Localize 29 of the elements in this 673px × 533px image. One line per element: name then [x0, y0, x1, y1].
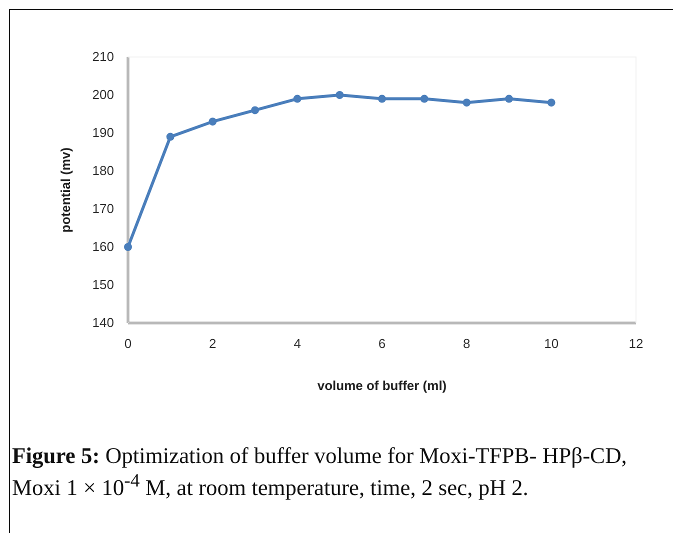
x-axis-title: volume of buffer (ml) [317, 378, 447, 393]
y-tick-label: 170 [92, 201, 114, 216]
x-tick-label: 0 [124, 336, 132, 352]
y-tick-label: 200 [92, 87, 114, 102]
point [547, 98, 556, 107]
y-tick-label: 160 [92, 239, 114, 254]
x-tick-label: 6 [378, 336, 386, 352]
y-tick-label: 180 [92, 163, 114, 178]
caption: Figure 5: Optimization of buffer volume for Moxi-TFPB- HPβ-CD, Moxi 1 × 10$^{-4}$ M, at room temperature, time, 2 sec, pH 2. [12, 443, 627, 500]
x-tick-label: 2 [209, 336, 216, 352]
point [124, 243, 132, 251]
y-axis-title: potential (mv) [58, 147, 73, 233]
y-tick-label: 140 [92, 315, 114, 330]
y-tick-label: 150 [92, 277, 114, 292]
point [505, 94, 513, 103]
x-tick-label: 10 [544, 336, 559, 352]
y-tick-label: 190 [92, 125, 114, 140]
point [293, 94, 302, 103]
y-tick-label: 210 [92, 49, 114, 64]
point [462, 98, 471, 107]
point [336, 91, 344, 99]
point [208, 118, 217, 126]
x-tick-label: 12 [628, 336, 644, 352]
x-tick-label: 4 [294, 336, 301, 352]
point [166, 132, 174, 141]
point [378, 94, 386, 103]
point [420, 94, 428, 103]
point [251, 106, 259, 114]
x-tick-label: 8 [463, 336, 470, 352]
